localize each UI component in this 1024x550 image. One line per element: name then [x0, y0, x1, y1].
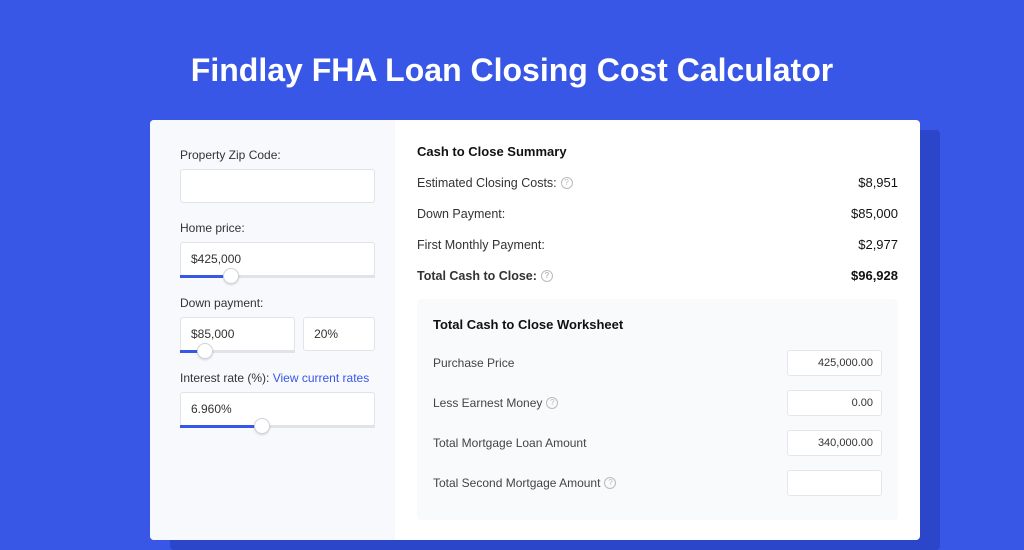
- interest-rate-slider-thumb[interactable]: [254, 418, 270, 434]
- help-icon[interactable]: ?: [561, 177, 573, 189]
- home-price-input[interactable]: [180, 242, 375, 276]
- summary-row-closing-costs: Estimated Closing Costs: ? $8,951: [417, 175, 898, 190]
- summary-row-total: Total Cash to Close: ? $96,928: [417, 268, 898, 283]
- worksheet-input-earnest-money[interactable]: [787, 390, 882, 416]
- summary-title: Cash to Close Summary: [417, 144, 898, 159]
- help-icon[interactable]: ?: [541, 270, 553, 282]
- zip-label: Property Zip Code:: [180, 148, 375, 162]
- worksheet-label: Total Mortgage Loan Amount: [433, 436, 586, 450]
- home-price-slider[interactable]: [180, 275, 375, 278]
- worksheet-label-text: Total Second Mortgage Amount: [433, 476, 600, 490]
- worksheet-label: Less Earnest Money ?: [433, 396, 558, 410]
- summary-value-total: $96,928: [851, 268, 898, 283]
- summary-label-text: Estimated Closing Costs:: [417, 176, 557, 190]
- summary-panel: Cash to Close Summary Estimated Closing …: [395, 120, 920, 540]
- worksheet-row-earnest-money: Less Earnest Money ?: [433, 390, 882, 416]
- zip-field-group: Property Zip Code:: [180, 148, 375, 203]
- summary-value-closing-costs: $8,951: [858, 175, 898, 190]
- summary-row-down-payment: Down Payment: $85,000: [417, 206, 898, 221]
- calculator-card: Property Zip Code: Home price: Down paym…: [150, 120, 920, 540]
- down-payment-pct-input[interactable]: [303, 317, 375, 351]
- summary-label-text: Down Payment:: [417, 207, 505, 221]
- worksheet-label-text: Total Mortgage Loan Amount: [433, 436, 586, 450]
- interest-rate-field-group: Interest rate (%): View current rates: [180, 371, 375, 428]
- interest-rate-slider-wrap: [180, 392, 375, 428]
- interest-rate-label: Interest rate (%):: [180, 371, 269, 385]
- worksheet-row-second-mortgage: Total Second Mortgage Amount ?: [433, 470, 882, 496]
- summary-label-total: Total Cash to Close: ?: [417, 269, 553, 283]
- summary-label-down-payment: Down Payment:: [417, 207, 505, 221]
- worksheet-input-purchase-price[interactable]: [787, 350, 882, 376]
- worksheet-row-purchase-price: Purchase Price: [433, 350, 882, 376]
- down-payment-row: [180, 317, 375, 353]
- zip-input[interactable]: [180, 169, 375, 203]
- interest-rate-slider[interactable]: [180, 425, 375, 428]
- worksheet-row-loan-amount: Total Mortgage Loan Amount: [433, 430, 882, 456]
- down-payment-field-group: Down payment:: [180, 296, 375, 353]
- summary-label-first-payment: First Monthly Payment:: [417, 238, 545, 252]
- worksheet-input-loan-amount[interactable]: [787, 430, 882, 456]
- down-payment-pct-wrap: [303, 317, 375, 353]
- worksheet-input-second-mortgage[interactable]: [787, 470, 882, 496]
- summary-label-text: First Monthly Payment:: [417, 238, 545, 252]
- down-payment-amount-wrap: [180, 317, 295, 353]
- worksheet-label-text: Purchase Price: [433, 356, 514, 370]
- interest-rate-input[interactable]: [180, 392, 375, 426]
- down-payment-label: Down payment:: [180, 296, 375, 310]
- home-price-field-group: Home price:: [180, 221, 375, 278]
- down-payment-slider[interactable]: [180, 350, 295, 353]
- help-icon[interactable]: ?: [546, 397, 558, 409]
- interest-rate-slider-fill: [180, 425, 262, 428]
- view-rates-link[interactable]: View current rates: [273, 371, 370, 385]
- worksheet-label: Total Second Mortgage Amount ?: [433, 476, 616, 490]
- home-price-slider-wrap: [180, 242, 375, 278]
- summary-label-closing-costs: Estimated Closing Costs: ?: [417, 176, 573, 190]
- worksheet-title: Total Cash to Close Worksheet: [433, 317, 882, 332]
- worksheet-label: Purchase Price: [433, 356, 514, 370]
- worksheet-label-text: Less Earnest Money: [433, 396, 542, 410]
- inputs-panel: Property Zip Code: Home price: Down paym…: [150, 120, 395, 540]
- help-icon[interactable]: ?: [604, 477, 616, 489]
- summary-row-first-payment: First Monthly Payment: $2,977: [417, 237, 898, 252]
- page-title: Findlay FHA Loan Closing Cost Calculator: [0, 0, 1024, 119]
- interest-rate-label-row: Interest rate (%): View current rates: [180, 371, 375, 385]
- worksheet-panel: Total Cash to Close Worksheet Purchase P…: [417, 299, 898, 520]
- home-price-label: Home price:: [180, 221, 375, 235]
- summary-label-text: Total Cash to Close:: [417, 269, 537, 283]
- down-payment-slider-thumb[interactable]: [197, 343, 213, 359]
- summary-value-first-payment: $2,977: [858, 237, 898, 252]
- home-price-slider-thumb[interactable]: [223, 268, 239, 284]
- summary-value-down-payment: $85,000: [851, 206, 898, 221]
